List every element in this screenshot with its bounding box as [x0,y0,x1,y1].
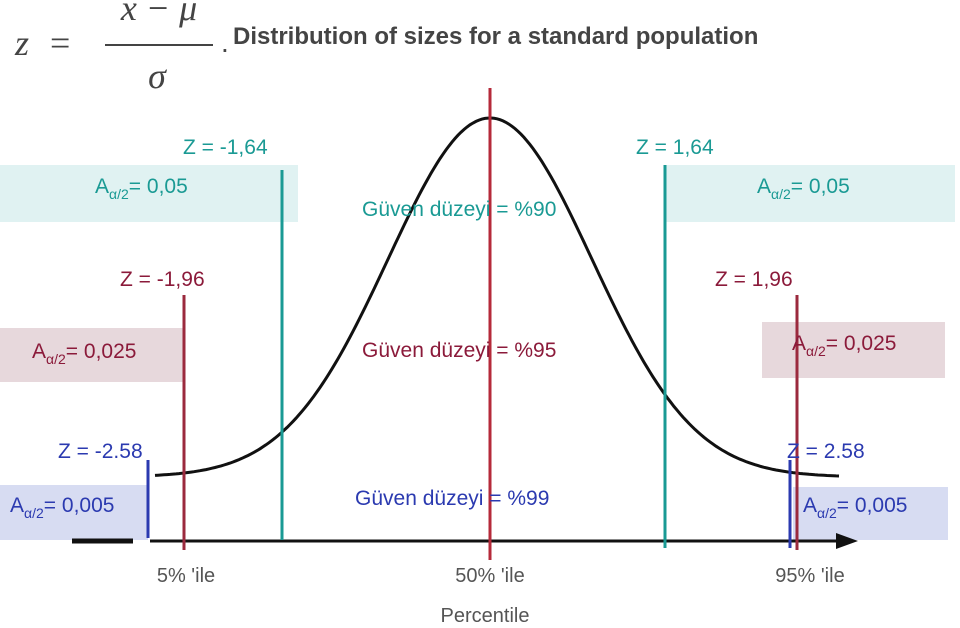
tail-box [665,165,955,222]
axis-tick-label: 50% 'ile [455,565,524,587]
tail-label: Aα/2= 0,05 [95,175,188,202]
a-symbol: A [32,340,46,363]
tail-box [762,322,945,378]
tail-label: Aα/2= 0,05 [757,175,850,202]
tail-label: Aα/2= 0,025 [792,332,896,359]
tail-label: Aα/2= 0,005 [10,494,114,521]
formula-numerator: x − μ [120,0,197,28]
a-subscript: α/2 [109,186,129,202]
a-symbol: A [792,332,806,355]
confidence-label: Güven düzeyi = %90 [362,198,556,221]
tail-box [793,487,948,540]
a-subscript: α/2 [817,505,837,521]
confidence-label: Güven düzeyi = %95 [362,339,556,362]
bell-curve [154,116,840,478]
confidence-label: Güven düzeyi = %99 [355,487,549,510]
a-subscript: α/2 [771,186,791,202]
axis-arrow [836,533,858,549]
z-label: Z = 1,64 [636,136,714,159]
z-label: Z = -2.58 [58,440,143,463]
a-value: = 0,005 [837,494,908,517]
axis-tick-label: 5% 'ile [157,565,215,587]
a-value: = 0,025 [826,332,897,355]
formula-lhs: z [14,23,29,63]
a-symbol: A [95,175,109,198]
tail-box [0,165,298,222]
formula-equals: = [50,23,70,63]
a-value: = 0,05 [129,175,188,198]
a-subscript: α/2 [806,343,826,359]
axis-label: Percentile [441,605,530,627]
z-label: Z = -1,64 [183,136,268,159]
title: Distribution of sizes for a standard pop… [233,23,758,50]
formula-dot: . [221,27,229,58]
axis-tick-label: 95% 'ile [775,565,844,587]
a-value: = 0,005 [44,494,115,517]
a-subscript: α/2 [46,351,66,367]
z-label: Z = 2.58 [787,440,865,463]
tail-label: Aα/2= 0,005 [803,494,907,521]
z-label: Z = -1,96 [120,268,205,291]
a-symbol: A [10,494,24,517]
tail-box [0,328,185,382]
a-symbol: A [803,494,817,517]
tail-label: Aα/2= 0,025 [32,340,136,367]
tail-box [0,485,148,540]
a-symbol: A [757,175,771,198]
a-value: = 0,025 [66,340,137,363]
a-value: = 0,05 [791,175,850,198]
z-label: Z = 1,96 [715,268,793,291]
a-subscript: α/2 [24,505,44,521]
formula-denominator: σ [148,56,167,96]
